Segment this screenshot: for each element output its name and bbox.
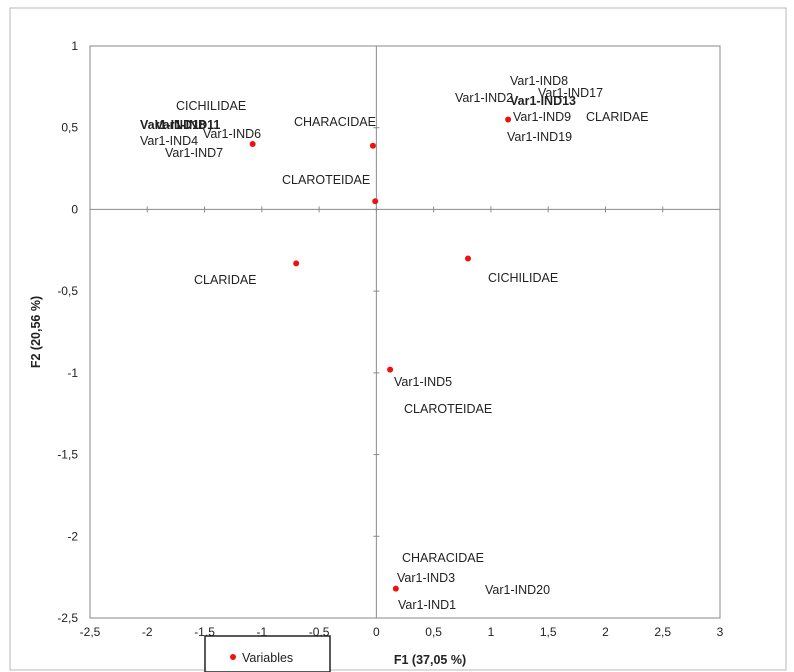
legend-entry: Variables: [242, 651, 293, 665]
point-label: Var1-IND7: [165, 146, 223, 160]
legend-marker: [230, 654, 236, 660]
data-point: [372, 198, 379, 205]
point-label: Var1-IND5: [394, 375, 452, 389]
y-tick-label: 0: [71, 202, 78, 216]
data-point: [369, 142, 376, 149]
point-label: CICHILIDAE: [488, 271, 558, 285]
x-tick-label: 3: [717, 625, 724, 639]
y-tick-label: -1: [67, 366, 78, 380]
point-label: Var1-IND2: [455, 91, 513, 105]
data-point: [392, 585, 399, 592]
x-tick-label: 1,5: [540, 625, 557, 639]
x-tick-label: 0,5: [425, 625, 442, 639]
point-label: CICHILIDAE: [176, 99, 246, 113]
point-label: CHARACIDAE: [402, 551, 484, 565]
point-label: Var1-IND4: [140, 134, 198, 148]
y-tick-label: -2,5: [57, 611, 78, 625]
point-label: Var1-IND18: [140, 118, 206, 132]
point-label: CHARACIDAE: [294, 115, 376, 129]
point-label: CLAROTEIDAE: [404, 402, 492, 416]
legend: Variables: [204, 635, 331, 672]
data-point: [293, 260, 300, 267]
plot-area-border: [89, 45, 721, 619]
point-label: Var1-IND6: [203, 127, 261, 141]
data-point: [249, 141, 256, 148]
point-label: Var1-IND1: [398, 598, 456, 612]
y-tick-label: -1,5: [57, 448, 78, 462]
x-tick-label: 2: [602, 625, 609, 639]
x-tick-label: 2,5: [654, 625, 671, 639]
point-label: CLARIDAE: [586, 110, 649, 124]
point-label: Var1-IND20: [485, 583, 550, 597]
x-axis-title: F1 (37,05 %): [394, 653, 466, 667]
x-tick-label: -2: [142, 625, 153, 639]
x-tick-label: -1: [256, 625, 267, 639]
point-label: Var1-IND8: [510, 74, 568, 88]
point-label: Var1-IND13: [510, 94, 576, 108]
point-label: Var1-IND9: [513, 110, 571, 124]
axes-layer: -2,5 -2 -1,5 -1 -0,5 0 0,5 1 1,5 2 2,5 310,50-0,5-1…: [57, 39, 723, 639]
y-tick-label: -2: [67, 529, 78, 543]
data-point: [505, 116, 512, 123]
point-label: Var1-IND3: [397, 571, 455, 585]
y-tick-label: 1: [71, 39, 78, 53]
x-tick-label: 0: [373, 625, 380, 639]
x-tick-label: -2,5: [80, 625, 101, 639]
legend-box: [204, 635, 331, 672]
y-tick-label: 0,5: [61, 121, 78, 135]
data-point: [387, 366, 394, 373]
point-label: CLARIDAE: [194, 273, 257, 287]
y-tick-label: -0,5: [57, 284, 78, 298]
point-label: Var1-IND11: [155, 118, 220, 132]
points-layer: [249, 116, 512, 592]
point-label: Var1-IND17: [538, 86, 603, 100]
point-label: Var1-IND19: [507, 130, 572, 144]
point-label: CLAROTEIDAE: [282, 173, 370, 187]
y-axis-title: F2 (20,56 %): [29, 296, 43, 368]
data-point: [465, 255, 471, 262]
x-tick-label: 1: [488, 625, 495, 639]
